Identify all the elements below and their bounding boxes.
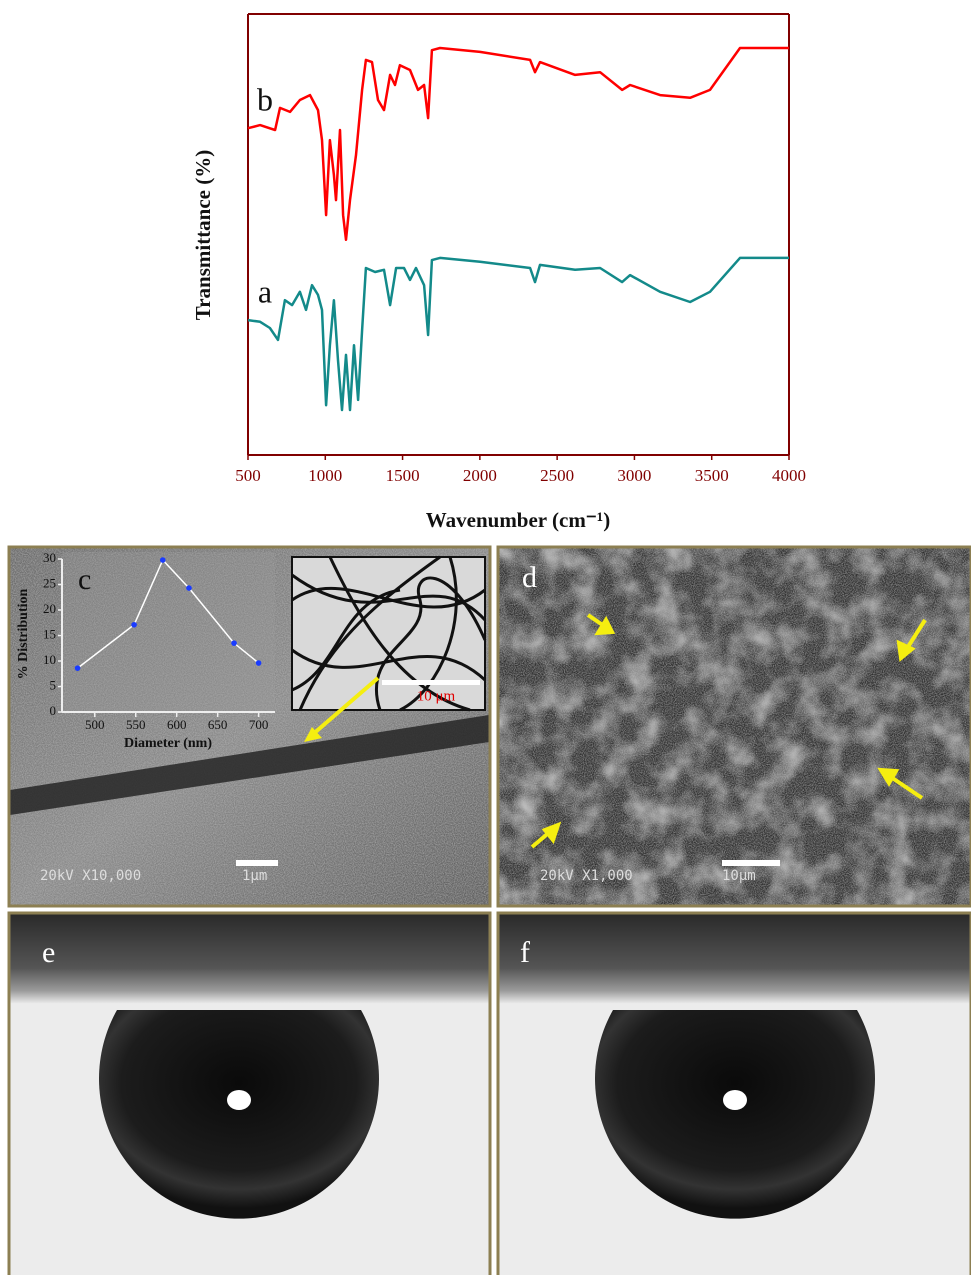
x-tick-label: 700 [249, 717, 269, 732]
x-tick-label: 550 [126, 717, 146, 732]
scale-bar [722, 860, 780, 866]
x-tick-label: 600 [167, 717, 187, 732]
series-label: b [257, 82, 273, 118]
scale-label: 1μm [242, 868, 267, 884]
panel-e: e [9, 913, 490, 1275]
inset-plot-bg [62, 552, 275, 712]
page: {"chart_data": [ {"type": "line", "y_lab… [0, 0, 971, 1275]
sem-texture [499, 548, 971, 905]
scale-bar [382, 680, 480, 685]
series-line [248, 258, 789, 410]
reflection [723, 1090, 747, 1110]
y-axis-label: Transmittance (%) [191, 150, 215, 321]
y-tick-label: 10 [43, 652, 56, 667]
point [75, 665, 81, 671]
x-axis-label: Diameter (nm) [124, 736, 212, 751]
panel-d: 20kV X1,000 10μm d [498, 547, 971, 906]
panel-label: e [42, 936, 55, 969]
scale-bar [236, 860, 278, 866]
y-axis-label: % Distribution [16, 588, 31, 679]
needle [499, 914, 971, 1004]
y-tick-label: 0 [50, 703, 57, 718]
x-tick-label: 1000 [308, 466, 342, 485]
panel-label: f [520, 936, 530, 969]
point [256, 660, 262, 666]
x-tick-label: 2000 [463, 466, 497, 485]
x-tick-label: 500 [235, 466, 261, 485]
y-tick-label: 15 [43, 626, 56, 641]
x-tick-label: 1500 [386, 466, 420, 485]
series-label: a [258, 273, 272, 309]
panel-label: d [522, 561, 537, 594]
scale-label: 10μm [722, 868, 756, 884]
figure: 10 μm 20kV X10,000 1μm c 20kV X1,000 10μ… [0, 0, 971, 1275]
sem-info: 20kV X10,000 [40, 868, 141, 884]
x-tick-label: 2500 [540, 466, 574, 485]
panel-f: f [498, 913, 971, 1275]
y-tick-label: 5 [50, 677, 57, 692]
needle [10, 914, 489, 1004]
x-tick-label: 3000 [617, 466, 651, 485]
x-axis-label: Wavenumber (cm⁻¹) [426, 508, 610, 532]
panel-label: c [78, 563, 91, 596]
point [131, 622, 137, 628]
sem-info: 20kV X1,000 [540, 868, 633, 884]
x-tick-label: 650 [208, 717, 228, 732]
inset-scale-label: 10 μm [417, 688, 456, 704]
y-tick-label: 20 [43, 601, 56, 616]
point [231, 640, 237, 646]
point [160, 557, 166, 563]
y-tick-label: 25 [43, 575, 56, 590]
x-tick-label: 4000 [772, 466, 806, 485]
x-tick-label: 3500 [695, 466, 729, 485]
point [186, 585, 192, 591]
series-line [248, 48, 789, 240]
y-tick-label: 30 [43, 550, 56, 565]
reflection [227, 1090, 251, 1110]
x-tick-label: 500 [85, 717, 105, 732]
